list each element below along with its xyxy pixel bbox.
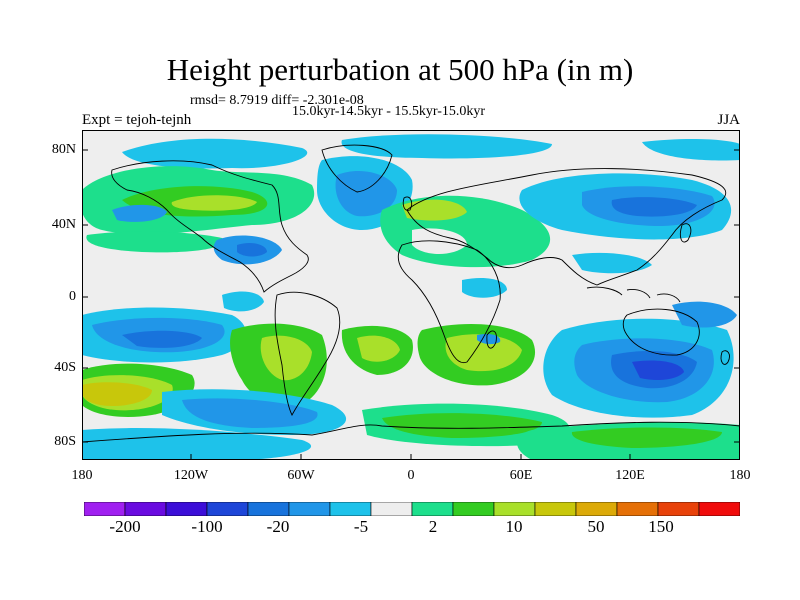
coastline (622, 308, 700, 356)
field-contour (445, 334, 522, 372)
field-contour (82, 382, 152, 406)
field-contour (112, 204, 167, 222)
colorbar-label: 2 (428, 517, 438, 536)
rmsd-stats: rmsd= 8.7919 diff= -2.301e-08 (190, 93, 364, 108)
field-contour (86, 231, 224, 253)
colorbar-swatch (616, 502, 659, 516)
colorbar-swatch (165, 502, 208, 516)
field-contour (357, 335, 400, 362)
chart-title: Height perturbation at 500 hPa (in m) (166, 52, 634, 87)
field-contour (571, 427, 722, 448)
field-contour (335, 170, 397, 217)
lon-label-120w: 120W (173, 468, 209, 483)
colorbar-label: 150 (648, 517, 674, 536)
lat-label-40n: 40N (51, 217, 76, 232)
lon-label-60e: 60E (509, 468, 533, 483)
field-contour (402, 199, 467, 221)
field-contour (382, 413, 542, 438)
colorbar-label: -200 (109, 517, 141, 536)
colorbar-swatch (698, 502, 740, 516)
coastlines (82, 144, 740, 443)
field-contour (122, 330, 202, 348)
colorbar (84, 502, 740, 516)
colorbar-swatch (247, 502, 290, 516)
colorbar-swatch (329, 502, 372, 516)
field-contour (672, 301, 737, 328)
field-contour (462, 278, 507, 298)
coastline (398, 240, 501, 364)
coastline (321, 144, 393, 193)
field-contour (260, 335, 312, 381)
colorbar-label: 10 (505, 517, 523, 536)
coastline (486, 330, 497, 349)
field-contour (572, 252, 652, 274)
colorbar-swatch (370, 502, 413, 516)
colorbar-label: -5 (353, 517, 369, 536)
coastline (111, 160, 309, 293)
coastline (274, 291, 341, 416)
lon-label-180e: 180 (729, 468, 751, 483)
colorbar-swatch (452, 502, 495, 516)
colorbar-swatch (493, 502, 536, 516)
colorbar-swatch (575, 502, 618, 516)
colorbar-label: 50 (587, 517, 605, 536)
season-label: JJA (717, 112, 740, 128)
field-contour (222, 291, 264, 312)
field-contour (477, 333, 501, 345)
experiment-label: Expt = tejoh-tejnh (82, 112, 192, 128)
field-contour (171, 195, 257, 211)
period-label: 15.0kyr-14.5kyr - 15.5kyr-15.0kyr (292, 104, 486, 119)
colorbar-swatch (206, 502, 249, 516)
field-contour (341, 134, 552, 159)
lat-label-80n: 80N (51, 142, 76, 157)
coastline (679, 223, 692, 243)
colorbar-swatch (288, 502, 331, 516)
coastline (82, 421, 740, 443)
field-contour (182, 398, 318, 428)
lon-label-0: 0 (407, 468, 415, 483)
coastline (586, 286, 681, 303)
field-contour (611, 197, 697, 217)
lat-label-80s: 80S (54, 434, 76, 449)
coastline (406, 168, 727, 286)
map-frame (82, 130, 740, 460)
map-plot (82, 130, 740, 460)
colorbar-label: -20 (266, 517, 290, 536)
field-contour (82, 428, 312, 460)
field-contour (237, 242, 267, 257)
colorbar-swatch (84, 502, 126, 516)
lon-label-180w: 180 (71, 468, 93, 483)
coastline (402, 196, 413, 211)
colorbar-swatch (124, 502, 167, 516)
colorbar-label: -100 (191, 517, 223, 536)
lon-label-60w: 60W (287, 468, 315, 483)
field-contour (642, 138, 740, 161)
coastline (720, 350, 730, 365)
colorbar-swatch (534, 502, 577, 516)
lon-label-120e: 120E (615, 468, 645, 483)
colorbar-swatch (657, 502, 700, 516)
lat-label-40s: 40S (54, 360, 76, 375)
lat-label-0: 0 (69, 289, 76, 304)
colorbar-swatch (411, 502, 454, 516)
field-contour (632, 360, 684, 380)
